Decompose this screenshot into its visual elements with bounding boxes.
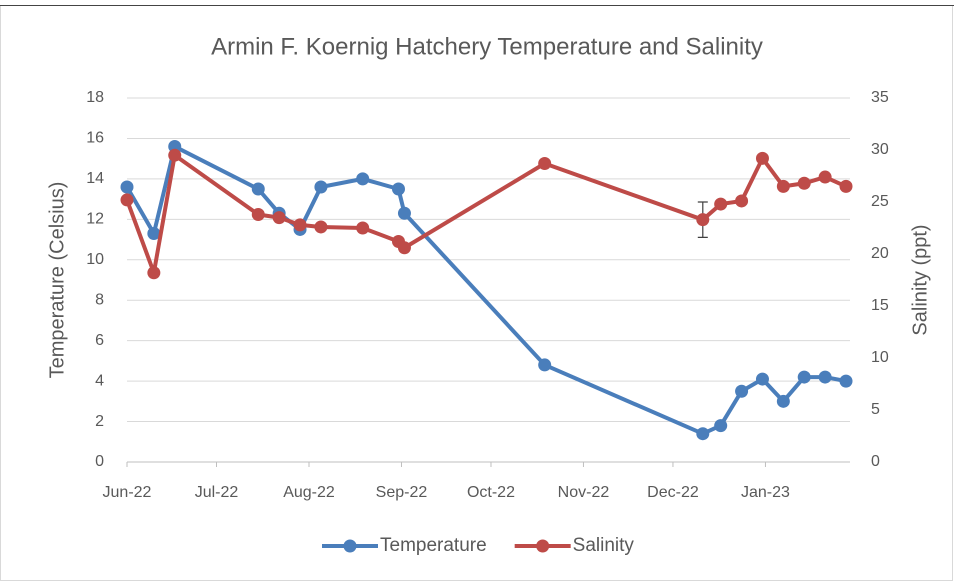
marker <box>714 419 728 433</box>
marker <box>120 180 134 194</box>
legend-label: Temperature <box>380 535 487 556</box>
marker <box>696 427 710 441</box>
marker <box>356 172 370 186</box>
y-tick-label: 16 <box>86 130 104 147</box>
y2-tick-label: 25 <box>871 193 889 210</box>
x-tick-label: Oct-22 <box>467 484 515 501</box>
marker <box>797 176 811 190</box>
marker <box>797 370 811 384</box>
marker <box>272 211 286 225</box>
marker <box>147 226 161 240</box>
y2-tick-label: 5 <box>871 401 880 418</box>
x-tick-label: Jan-23 <box>741 484 790 501</box>
y2-tick-label: 35 <box>871 89 889 106</box>
y2-axis-label: Salinity (ppt) <box>909 224 931 335</box>
marker <box>120 193 134 207</box>
marker <box>755 151 769 165</box>
y-tick-label: 2 <box>95 413 104 430</box>
marker <box>755 372 769 386</box>
marker <box>776 179 790 193</box>
marker <box>776 394 790 408</box>
marker <box>839 374 853 388</box>
marker <box>397 241 411 255</box>
marker <box>391 182 405 196</box>
marker <box>839 179 853 193</box>
marker <box>735 384 749 398</box>
legend-marker <box>536 539 550 553</box>
y-tick-label: 0 <box>95 453 104 470</box>
marker <box>538 358 552 372</box>
x-tick-label: Jun-22 <box>103 484 152 501</box>
x-tick-label: Jul-22 <box>195 484 239 501</box>
y2-tick-label: 15 <box>871 297 889 314</box>
marker <box>356 221 370 235</box>
x-tick-label: Nov-22 <box>558 484 610 501</box>
y2-tick-label: 10 <box>871 349 889 366</box>
marker <box>735 194 749 208</box>
y-tick-label: 14 <box>86 170 104 187</box>
marker <box>251 207 265 221</box>
marker <box>696 213 710 227</box>
legend-label: Salinity <box>573 535 635 556</box>
marker <box>538 157 552 171</box>
x-tick-label: Aug-22 <box>283 484 335 501</box>
marker <box>714 197 728 211</box>
marker <box>818 370 832 384</box>
y-tick-label: 12 <box>86 211 104 228</box>
y-tick-label: 6 <box>95 332 104 349</box>
y2-tick-label: 20 <box>871 245 889 262</box>
legend-marker <box>343 539 357 553</box>
y2-tick-label: 0 <box>871 453 880 470</box>
chart-title: Armin F. Koernig Hatchery Temperature an… <box>211 33 763 60</box>
y2-tick-label: 30 <box>871 141 889 158</box>
marker <box>168 148 182 162</box>
marker <box>147 266 161 280</box>
y-tick-label: 10 <box>86 251 104 268</box>
y-tick-label: 4 <box>95 372 104 389</box>
marker <box>293 218 307 232</box>
y-tick-label: 18 <box>86 89 104 106</box>
marker <box>314 220 328 234</box>
marker <box>251 182 265 196</box>
marker <box>397 206 411 220</box>
marker <box>818 170 832 184</box>
y-axis-label: Temperature (Celsius) <box>46 182 68 379</box>
x-tick-label: Dec-22 <box>647 484 699 501</box>
marker <box>314 180 328 194</box>
x-tick-label: Sep-22 <box>376 484 428 501</box>
y-tick-label: 8 <box>95 291 104 308</box>
